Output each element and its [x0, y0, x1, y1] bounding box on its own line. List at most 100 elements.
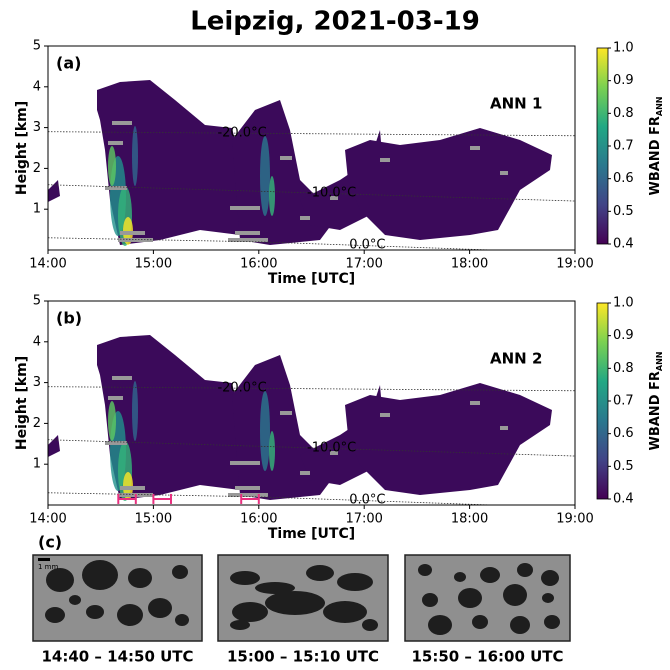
colorbar	[596, 47, 609, 245]
panel-label: (a)	[56, 54, 81, 73]
colorbar-tick-label: 0.6	[613, 426, 634, 441]
y-tick-label: 2	[33, 161, 41, 176]
particle	[480, 567, 500, 583]
colorbar-label-sub: ANN	[655, 97, 664, 117]
image-caption: 14:40 – 14:50 UTC	[41, 648, 193, 666]
isotherm-label: -10.0°C	[307, 186, 356, 201]
image-caption: 15:00 – 15:10 UTC	[227, 648, 379, 666]
particle	[517, 563, 533, 577]
x-tick-label: 15:00	[135, 257, 172, 272]
flagged-data	[380, 413, 390, 417]
axes-frame	[47, 45, 576, 251]
colorbar-tick-label: 0.8	[613, 361, 634, 376]
particle	[337, 573, 373, 591]
scale-label: 1 mm	[38, 563, 58, 571]
echo-core	[269, 431, 275, 471]
x-tick-label: 15:00	[135, 512, 172, 527]
flagged-data	[500, 171, 508, 175]
colorbar-tick-label: 0.7	[613, 394, 634, 409]
x-tick-label: 18:00	[451, 257, 488, 272]
particle	[428, 615, 452, 635]
particle-images: (c) 14:40 – 14:50 UTC 15:00 – 15:10 UTC 15…	[32, 533, 571, 666]
particle	[117, 604, 143, 626]
flagged-data	[300, 216, 310, 220]
particle	[175, 614, 189, 626]
y-tick-label: 5	[33, 39, 41, 54]
flagged-data	[112, 376, 132, 380]
x-tick-label: 14:00	[29, 512, 66, 527]
colorbar-tick-label: 0.9	[613, 73, 634, 88]
particle	[458, 588, 482, 608]
x-axis-label: Time [UTC]	[268, 526, 355, 542]
flagged-data	[228, 493, 268, 497]
isotherm-label: -10.0°C	[307, 441, 356, 456]
flagged-data	[280, 156, 292, 160]
particle	[306, 565, 334, 581]
scale-bar	[38, 558, 50, 561]
flagged-data	[230, 461, 260, 465]
colorbar-tick-label: 0.4	[613, 237, 634, 252]
x-tick-label: 16:00	[240, 257, 277, 272]
figure-title: Leipzig, 2021-03-19	[190, 7, 480, 37]
panel-label: (b)	[56, 309, 82, 328]
particle	[544, 615, 560, 629]
isotherm-label: -20.0°C	[217, 126, 266, 141]
flagged-data	[120, 231, 145, 235]
flagged-data	[470, 401, 480, 405]
flagged-data	[330, 451, 338, 455]
particle	[454, 572, 466, 582]
colorbar-label-main: WBAND FR	[648, 116, 663, 195]
particle	[255, 582, 295, 594]
panel: -20.0°C -10.0°C 0.0°C 14:00 15:00 16:00 17:00 1…	[14, 39, 664, 288]
flagged-data	[105, 186, 127, 190]
flagged-data	[228, 238, 268, 242]
particle	[86, 605, 104, 619]
particle	[172, 565, 188, 579]
echo-area	[345, 383, 552, 495]
particle	[232, 602, 268, 622]
colorbar-tick-label: 1.0	[613, 41, 634, 56]
y-tick-label: 3	[33, 375, 41, 390]
particle	[45, 607, 65, 623]
x-tick-label: 19:00	[556, 257, 593, 272]
flagged-data	[118, 238, 153, 242]
flagged-data	[108, 141, 123, 145]
panel: -20.0°C -10.0°C 0.0°C 14:00 15:00 16:00 17:00 1…	[14, 294, 664, 543]
y-tick-label: 1	[33, 202, 41, 217]
y-tick-label: 5	[33, 294, 41, 309]
flagged-data	[235, 231, 260, 235]
particle	[46, 568, 74, 592]
flagged-data	[280, 411, 292, 415]
y-tick-label: 4	[33, 79, 41, 94]
colorbar-label: WBAND FRANN	[648, 97, 664, 196]
particle	[265, 591, 325, 615]
isotherm-label: -20.0°C	[217, 381, 266, 396]
y-axis-label: Height [km]	[14, 356, 30, 450]
colorbar-tick-label: 0.7	[613, 139, 634, 154]
image-caption: 15:50 – 16:00 UTC	[411, 648, 563, 666]
isotherm	[47, 184, 576, 202]
echo-core	[108, 146, 116, 186]
echo-core	[260, 391, 270, 471]
y-tick-label: 1	[33, 457, 41, 472]
particle	[230, 571, 260, 585]
y-tick-label: 4	[33, 334, 41, 349]
colorbar-tick-label: 0.8	[613, 106, 634, 121]
isotherm	[47, 237, 491, 251]
x-tick-label: 19:00	[556, 512, 593, 527]
particle	[472, 615, 488, 629]
annotation: ANN 2	[490, 350, 542, 368]
colorbar-tick-label: 0.9	[613, 328, 634, 343]
isotherm-label: 0.0°C	[349, 238, 385, 253]
colorbar-tick-label: 0.5	[613, 459, 634, 474]
echo-core	[269, 176, 275, 216]
x-tick-label: 17:00	[345, 512, 382, 527]
x-tick-label: 17:00	[345, 257, 382, 272]
flagged-data	[105, 441, 127, 445]
flagged-data	[380, 158, 390, 162]
isotherm-label: 0.0°C	[349, 493, 385, 508]
flagged-data	[300, 471, 310, 475]
axes-frame	[47, 300, 576, 506]
isotherm	[47, 386, 576, 392]
